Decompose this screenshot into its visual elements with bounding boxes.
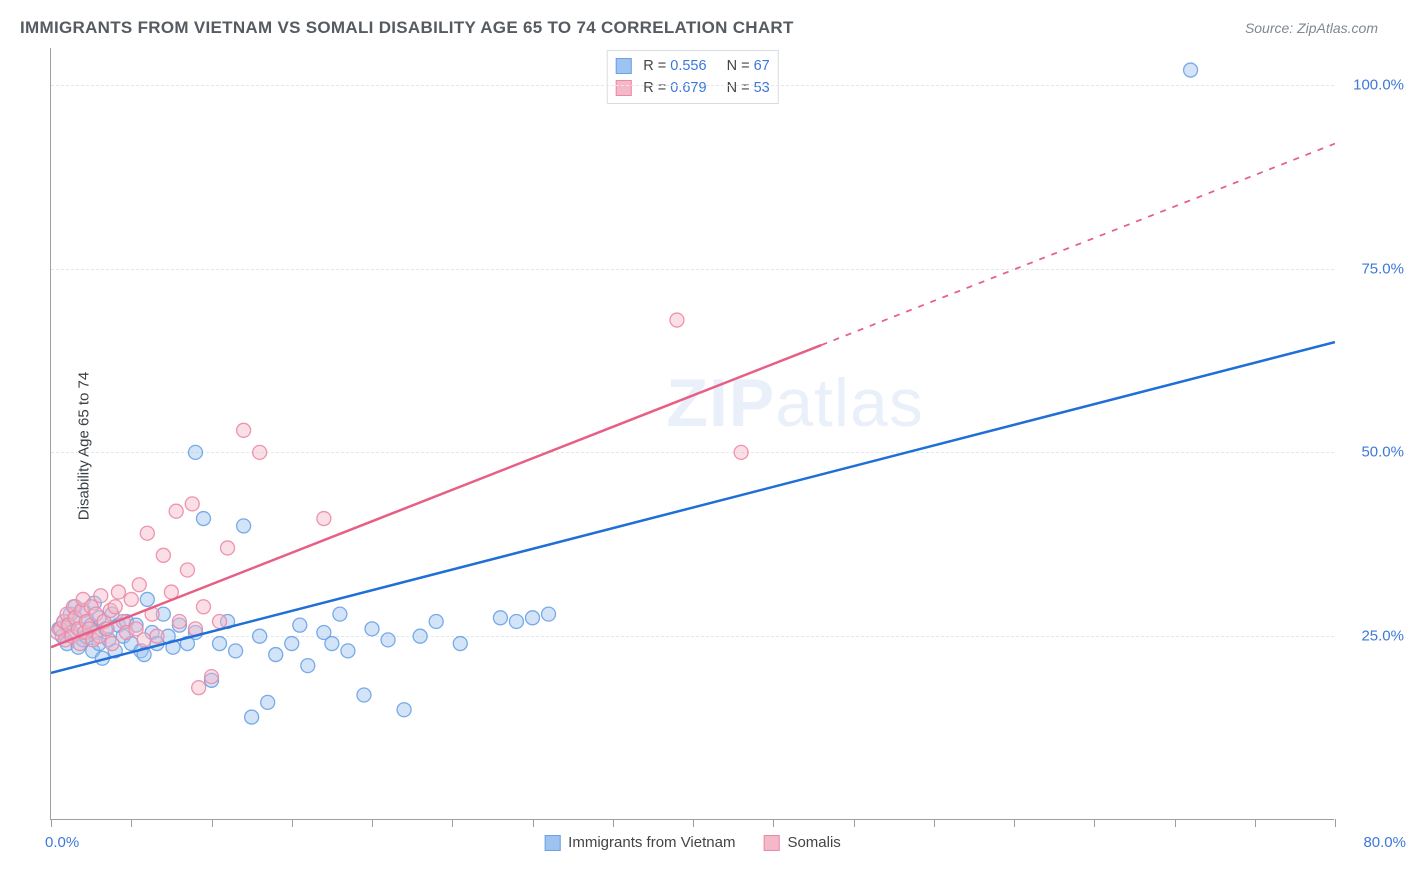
scatter-point (150, 629, 164, 643)
scatter-point (105, 637, 119, 651)
scatter-point (156, 548, 170, 562)
y-tick-label: 100.0% (1344, 76, 1404, 93)
scatter-point (213, 614, 227, 628)
scatter-point (325, 637, 339, 651)
chart-title: IMMIGRANTS FROM VIETNAM VS SOMALI DISABI… (20, 18, 794, 38)
x-tick (1094, 819, 1095, 827)
scatter-point (734, 445, 748, 459)
chart-svg (51, 48, 1335, 820)
legend-swatch-vietnam (544, 835, 560, 851)
scatter-point (221, 541, 235, 555)
x-tick (212, 819, 213, 827)
regression-line (51, 345, 821, 647)
x-tick (372, 819, 373, 827)
scatter-point (172, 614, 186, 628)
scatter-point (94, 589, 108, 603)
regression-line (51, 342, 1335, 673)
scatter-point (108, 600, 122, 614)
y-tick-label: 50.0% (1344, 444, 1404, 461)
scatter-point (542, 607, 556, 621)
x-axis-min-label: 0.0% (45, 834, 79, 851)
scatter-point (1184, 63, 1198, 77)
scatter-point (453, 637, 467, 651)
scatter-point (493, 611, 507, 625)
regression-line-extrapolated (821, 144, 1335, 345)
scatter-point (413, 629, 427, 643)
x-tick (1335, 819, 1336, 827)
scatter-point (196, 600, 210, 614)
scatter-point (269, 648, 283, 662)
scatter-point (124, 592, 138, 606)
x-tick (854, 819, 855, 827)
scatter-point (261, 695, 275, 709)
x-axis-max-label: 80.0% (1363, 834, 1406, 851)
legend-swatch-somalis (763, 835, 779, 851)
x-tick (613, 819, 614, 827)
scatter-point (317, 512, 331, 526)
scatter-point (253, 445, 267, 459)
x-tick (292, 819, 293, 827)
scatter-point (140, 592, 154, 606)
scatter-point (381, 633, 395, 647)
x-tick (934, 819, 935, 827)
scatter-point (365, 622, 379, 636)
y-tick-label: 75.0% (1344, 260, 1404, 277)
scatter-point (192, 681, 206, 695)
x-tick (1255, 819, 1256, 827)
scatter-point (245, 710, 259, 724)
scatter-point (509, 614, 523, 628)
scatter-point (132, 578, 146, 592)
x-tick (452, 819, 453, 827)
scatter-point (670, 313, 684, 327)
source-attribution: Source: ZipAtlas.com (1245, 20, 1378, 36)
scatter-point (237, 423, 251, 437)
x-tick (773, 819, 774, 827)
scatter-point (253, 629, 267, 643)
y-tick-label: 25.0% (1344, 628, 1404, 645)
scatter-point (213, 637, 227, 651)
scatter-point (397, 703, 411, 717)
scatter-point (180, 563, 194, 577)
scatter-point (429, 614, 443, 628)
scatter-point (137, 633, 151, 647)
legend-label-somalis: Somalis (787, 834, 840, 851)
x-tick (51, 819, 52, 827)
plot-area: ZIPatlas R = 0.556 N = 67 R = 0.679 N = … (50, 48, 1334, 820)
scatter-point (169, 504, 183, 518)
legend-label-vietnam: Immigrants from Vietnam (568, 834, 735, 851)
scatter-point (333, 607, 347, 621)
scatter-point (188, 445, 202, 459)
scatter-point (185, 497, 199, 511)
scatter-point (285, 637, 299, 651)
scatter-point (293, 618, 307, 632)
x-tick (1014, 819, 1015, 827)
scatter-point (357, 688, 371, 702)
scatter-point (111, 585, 125, 599)
x-tick (131, 819, 132, 827)
scatter-point (196, 512, 210, 526)
legend-series: Immigrants from Vietnam Somalis (544, 834, 841, 851)
x-tick (693, 819, 694, 827)
scatter-point (526, 611, 540, 625)
scatter-point (140, 526, 154, 540)
scatter-point (205, 670, 219, 684)
scatter-point (341, 644, 355, 658)
scatter-point (237, 519, 251, 533)
scatter-point (229, 644, 243, 658)
legend-item-vietnam: Immigrants from Vietnam (544, 834, 735, 851)
x-tick (1175, 819, 1176, 827)
x-tick (533, 819, 534, 827)
legend-item-somalis: Somalis (763, 834, 840, 851)
scatter-point (301, 659, 315, 673)
